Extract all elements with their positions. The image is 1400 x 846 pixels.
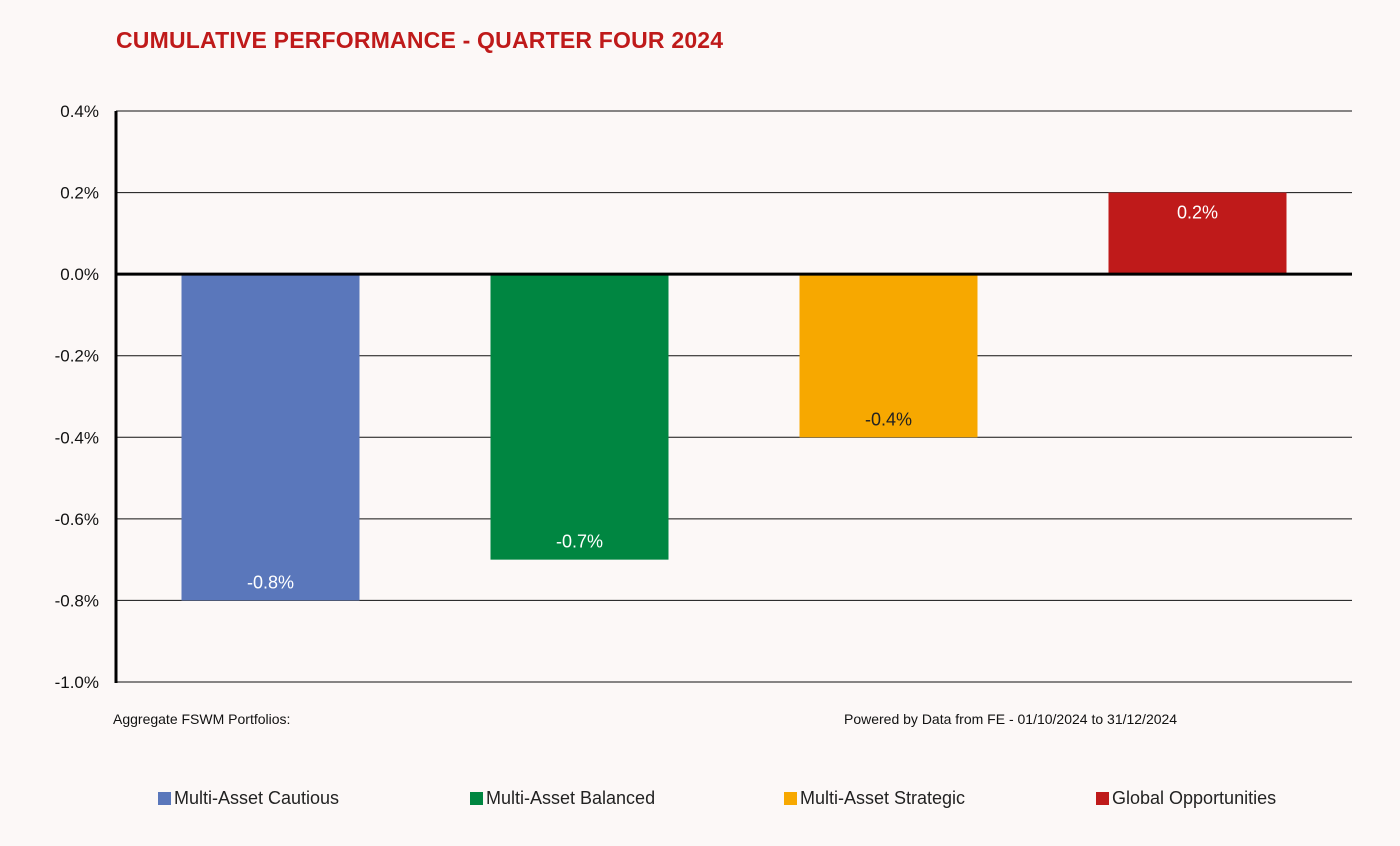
legend-swatch-global: [1096, 791, 1109, 805]
bar: [181, 274, 360, 601]
y-tick-label: 0.2%: [60, 184, 99, 203]
y-tick-label: -0.2%: [55, 347, 99, 366]
legend-item-cautious: Multi-Asset Cautious: [158, 787, 339, 809]
legend-label-cautious: Multi-Asset Cautious: [174, 787, 340, 808]
y-tick-label: -1.0%: [55, 673, 99, 692]
chart-title: CUMULATIVE PERFORMANCE - QUARTER FOUR 20…: [116, 27, 724, 53]
legend-label-balanced: Multi-Asset Balanced: [486, 787, 656, 808]
y-tick-label: -0.6%: [55, 510, 99, 529]
legend-label-global: Global Opportunities: [1112, 787, 1277, 808]
data-label: -0.7%: [556, 532, 603, 552]
footnote-portfolios: Aggregate FSWM Portfolios:: [113, 711, 291, 727]
data-label: -0.4%: [865, 409, 912, 429]
y-tick-label: -0.8%: [55, 591, 99, 610]
legend-swatch-cautious: [158, 791, 171, 805]
y-tick-label: -0.4%: [55, 428, 99, 447]
bar: [490, 274, 669, 560]
y-tick-label: 0.4%: [60, 102, 99, 121]
bar: [1108, 192, 1287, 275]
legend-label-strategic: Multi-Asset Strategic: [800, 787, 966, 808]
legend-item-strategic: Multi-Asset Strategic: [784, 787, 965, 809]
legend-swatch-balanced: [470, 791, 483, 805]
legend-item-global: Global Opportunities: [1096, 787, 1276, 809]
footnote-data-source: Powered by Data from FE - 01/10/2024 to …: [844, 711, 1178, 727]
legend-swatch-strategic: [784, 791, 797, 805]
legend-item-balanced: Multi-Asset Balanced: [470, 787, 655, 809]
data-label: -0.8%: [247, 572, 294, 592]
data-label: 0.2%: [1177, 203, 1218, 223]
y-tick-label: 0.0%: [60, 265, 99, 284]
bar: [799, 274, 978, 438]
